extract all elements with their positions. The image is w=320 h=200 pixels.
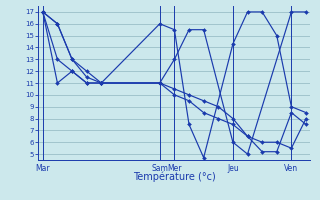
Text: Mer: Mer bbox=[167, 164, 182, 173]
X-axis label: Température (°c): Température (°c) bbox=[133, 171, 216, 182]
Text: Mar: Mar bbox=[36, 164, 50, 173]
Text: Ven: Ven bbox=[284, 164, 299, 173]
Text: Jeu: Jeu bbox=[227, 164, 239, 173]
Text: Sam: Sam bbox=[151, 164, 168, 173]
